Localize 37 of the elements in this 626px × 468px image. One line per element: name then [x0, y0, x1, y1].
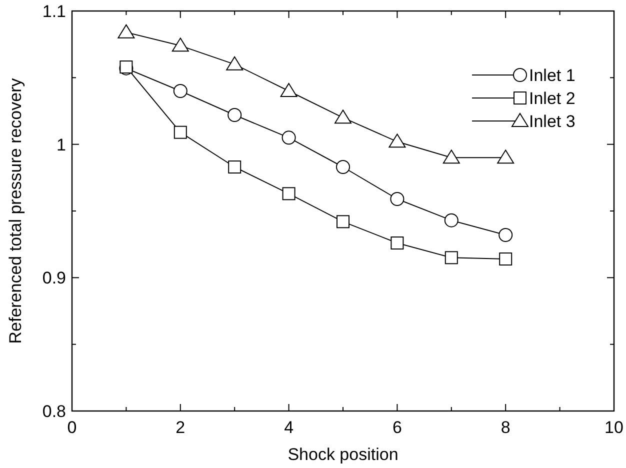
x-tick-label: 8 — [500, 418, 510, 437]
point — [390, 192, 404, 206]
point — [334, 110, 352, 124]
x-tick-label: 4 — [284, 418, 294, 437]
point — [118, 24, 135, 38]
point — [388, 134, 406, 148]
y-axis-title: Referenced total pressure recovery — [6, 78, 25, 344]
point — [173, 84, 188, 98]
point — [172, 38, 189, 52]
y-tick-label: 0.9 — [42, 268, 66, 288]
point — [228, 160, 242, 174]
point — [390, 236, 404, 250]
x-tick-label: 2 — [176, 418, 186, 437]
point — [336, 160, 350, 174]
point — [282, 187, 296, 200]
point — [226, 56, 244, 70]
point — [228, 108, 242, 122]
x-tick-label: 10 — [604, 418, 624, 437]
x-axis-title: Shock position — [288, 445, 398, 464]
point — [442, 150, 460, 164]
x-tick-label: 6 — [392, 418, 402, 437]
y-tick-label: 1.1 — [42, 2, 66, 21]
point — [498, 228, 513, 242]
point — [174, 126, 187, 139]
x-tick-label: 0 — [67, 418, 77, 437]
point — [444, 251, 458, 264]
point — [282, 130, 296, 145]
point — [336, 215, 350, 228]
point — [497, 150, 514, 164]
point — [499, 252, 512, 266]
point — [280, 83, 298, 97]
point — [444, 213, 458, 228]
y-tick-label: 1 — [56, 135, 66, 154]
legend-label: Inlet 1 — [529, 66, 576, 85]
y-tick-label: 0.8 — [42, 402, 66, 421]
legend-label: Inlet 3 — [529, 112, 576, 131]
legend-label: Inlet 2 — [529, 89, 576, 108]
